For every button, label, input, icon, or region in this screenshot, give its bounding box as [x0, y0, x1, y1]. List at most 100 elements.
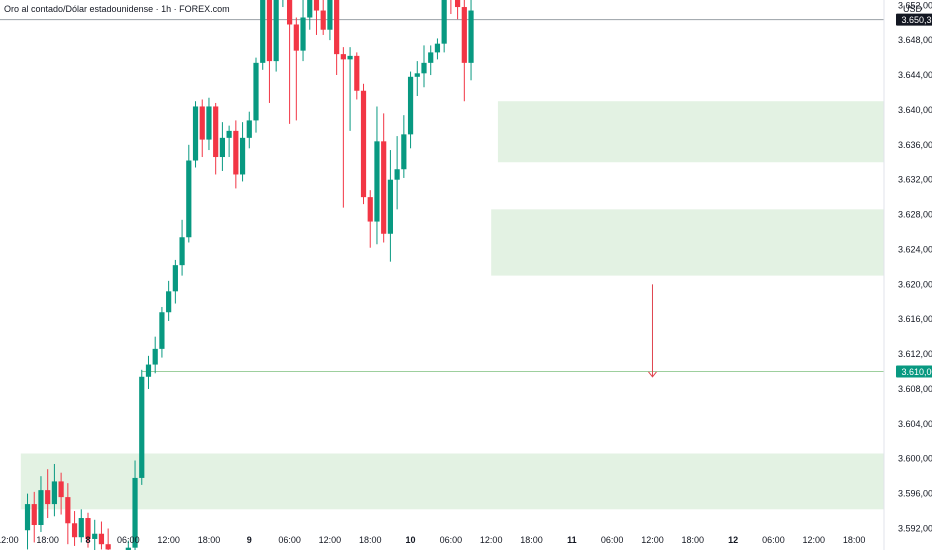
time-tick-label: 18:00 — [36, 535, 59, 545]
candle-body — [434, 43, 441, 53]
candle — [468, 0, 474, 81]
candle — [354, 52, 360, 100]
candle — [266, 0, 273, 103]
candle — [374, 106, 380, 245]
candle — [78, 509, 84, 543]
candle-body — [85, 518, 91, 539]
candle — [38, 476, 44, 532]
candle — [132, 460, 138, 550]
candle-body — [58, 481, 64, 498]
chart-title: Oro al contado/Dólar estadounidense · 1h… — [4, 4, 230, 14]
zone-demand-middle — [491, 209, 884, 276]
candle — [105, 528, 111, 550]
candle-body — [105, 544, 111, 550]
candle — [450, 0, 452, 15]
zone-demand-lower — [20, 453, 885, 510]
time-tick-label: 18:00 — [520, 535, 543, 545]
candle — [24, 493, 31, 550]
candle — [461, 0, 467, 102]
candle — [347, 47, 353, 131]
candle-body — [421, 62, 427, 74]
time-tick-label: 18:00 — [843, 535, 866, 545]
time-axis[interactable]: 12:00 18:00 8 06:00 12:00 18:00 9 06:00 12:00 18:… — [0, 535, 865, 545]
price-tick-label: 3.600,00 — [898, 454, 932, 464]
candle-body — [455, 0, 461, 8]
time-tick-label: 8 — [85, 535, 90, 545]
candle-body — [159, 312, 165, 349]
candle — [206, 97, 212, 151]
candle-body — [246, 120, 252, 138]
price-tick-label: 3.628,00 — [898, 210, 932, 220]
price-tick-label: 3.640,00 — [898, 105, 932, 115]
price-label-text-target: 3.610,00 — [901, 367, 932, 377]
candle-body — [266, 0, 273, 62]
candle-body — [172, 265, 178, 292]
candle-body — [31, 504, 37, 526]
price-tick-label: 3.620,00 — [898, 279, 932, 289]
candle-body — [24, 504, 31, 531]
time-tick-label: 12:00 — [157, 535, 180, 545]
candle — [45, 469, 51, 519]
candle — [434, 38, 441, 60]
price-axis[interactable]: 3.592,00 3.596,00 3.600,00 3.604,00 3.608,00… — [883, 0, 932, 550]
candle — [407, 71, 414, 149]
candle-body — [401, 134, 407, 170]
candle-body — [394, 169, 400, 180]
candle — [253, 57, 259, 133]
candle — [360, 83, 367, 205]
candle-body — [347, 55, 353, 60]
arrow-head-icon — [648, 371, 657, 378]
candle-body — [414, 73, 420, 77]
time-tick-label: 12:00 — [802, 535, 825, 545]
time-tick-label: 06:00 — [440, 535, 463, 545]
candle-body — [461, 7, 467, 63]
candle — [320, 0, 326, 35]
projection-arrow — [648, 284, 657, 378]
candle — [428, 45, 434, 76]
candle-body — [360, 90, 367, 198]
price-label-text-current-price: 3.650,36 — [901, 15, 932, 25]
candle-body — [71, 523, 78, 538]
candle — [246, 111, 252, 149]
candle — [186, 144, 192, 243]
candle-body — [199, 106, 205, 140]
candle — [381, 113, 387, 243]
price-tick-label: 3.624,00 — [898, 244, 932, 254]
candle-body — [132, 477, 138, 548]
candle-body — [387, 179, 393, 234]
time-tick-label: 06:00 — [117, 535, 140, 545]
price-tick-label: 3.604,00 — [898, 419, 932, 429]
candle — [414, 61, 420, 96]
candle-body — [78, 518, 84, 538]
candle-body — [307, 0, 313, 18]
time-tick-label: 18:00 — [359, 535, 382, 545]
candle-body — [186, 160, 192, 238]
candle-body — [293, 24, 299, 51]
candle-body — [152, 348, 158, 365]
price-tick-label: 3.648,00 — [898, 35, 932, 45]
time-tick-label: 12:00 — [0, 535, 19, 545]
price-tick-label: 3.596,00 — [898, 489, 932, 499]
candle-body — [125, 547, 131, 550]
candle-body — [239, 137, 246, 175]
time-tick-label: 12:00 — [319, 535, 342, 545]
time-tick-label: 06:00 — [278, 535, 301, 545]
candle-body — [334, 0, 340, 55]
candle-body — [340, 54, 346, 60]
price-tick-label: 3.616,00 — [898, 314, 932, 324]
candle-body — [313, 0, 320, 11]
time-tick-label: 06:00 — [762, 535, 785, 545]
candle — [58, 472, 64, 515]
candle-body — [407, 76, 414, 135]
price-tick-label: 3.632,00 — [898, 175, 932, 185]
candle — [340, 47, 346, 208]
candle-body — [98, 533, 105, 545]
candle-body — [320, 10, 326, 30]
currency-label: USD — [902, 4, 922, 14]
candle-body — [441, 0, 447, 44]
candle — [421, 45, 427, 88]
price-tick-label: 3.636,00 — [898, 140, 932, 150]
candle — [192, 101, 199, 168]
candle — [172, 259, 178, 304]
